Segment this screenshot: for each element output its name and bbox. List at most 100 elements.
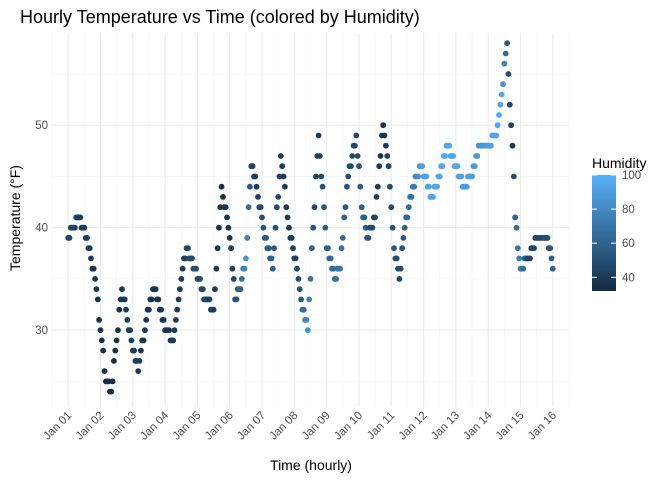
data-point [527,255,533,262]
x-tick-label: Jan 08 [268,410,301,443]
data-point [531,245,537,252]
data-point [238,276,245,282]
data-point [369,224,376,231]
data-point [344,183,350,190]
data-point [273,204,280,211]
data-point [148,296,155,303]
data-point [549,265,556,272]
data-point [226,235,233,241]
data-point [330,265,337,272]
data-point [408,194,415,200]
data-point [374,183,381,190]
data-point [268,255,275,262]
data-point [86,245,93,252]
data-point [362,224,369,231]
data-point [458,173,465,180]
data-point [405,204,412,211]
legend-tick-label: 100 [622,170,641,182]
data-point [171,327,178,334]
x-tick-label: Jan 11 [365,410,397,442]
data-point [308,245,315,252]
data-point [283,204,290,211]
data-point [81,224,88,231]
data-point [502,50,509,57]
data-point [275,194,282,200]
x-tick-label: Jan 10 [332,410,365,443]
data-point [325,245,331,252]
data-point [237,286,244,293]
data-point [178,276,185,282]
data-point [415,173,422,180]
data-point [373,194,380,200]
data-point [338,245,345,252]
data-point [263,235,269,241]
x-tick-label: Jan 13 [429,410,462,443]
data-point [100,347,107,354]
data-point [115,327,121,334]
data-point [216,224,222,231]
data-point [108,388,115,395]
data-point [292,255,299,262]
data-point [505,71,512,77]
data-point [354,153,361,159]
data-point [260,224,267,231]
data-point [372,214,378,221]
data-point [401,224,408,231]
data-point [333,276,339,282]
data-point [315,132,322,139]
data-point [339,235,346,241]
data-point [255,194,261,200]
data-point [357,183,364,190]
data-point [380,122,387,129]
data-point [222,204,229,211]
data-point [400,235,407,241]
x-tick-label: Jan 04 [138,409,171,442]
data-point [303,317,310,323]
data-point [317,153,323,159]
data-point [160,317,167,323]
data-point [241,265,248,272]
x-tick-label: Jan 16 [526,410,559,443]
data-point [280,173,287,180]
data-point [520,265,527,272]
data-point [193,265,200,272]
data-point [469,173,475,180]
x-tick-label: Jan 03 [106,410,139,443]
y-tick-label: 30 [35,325,48,337]
data-point [138,347,144,354]
data-point [399,245,405,252]
data-point [113,337,120,344]
data-point [439,163,446,170]
data-point [146,306,152,313]
data-point [500,81,506,88]
data-point [72,224,78,231]
data-point [419,163,426,170]
data-point [512,214,518,221]
data-point [271,245,277,252]
data-point [182,255,189,262]
data-point [244,235,251,241]
data-point [210,306,217,313]
data-point [214,245,221,252]
data-point [313,173,319,180]
data-point [77,214,84,221]
data-point [127,327,133,334]
data-point [170,337,177,344]
data-point [306,296,313,303]
data-point [135,368,142,374]
data-point [391,245,397,252]
y-tick-label: 40 [35,223,48,235]
data-point [282,183,288,190]
data-point [272,224,279,231]
data-point [352,142,358,149]
data-point [175,296,182,303]
data-point [361,214,368,221]
data-point [342,204,349,211]
data-point [310,224,317,231]
data-point [423,173,430,180]
data-point [353,132,360,139]
data-point [411,183,418,190]
data-point [388,204,395,211]
data-point [225,224,232,231]
legend-tick-label: 60 [622,238,635,250]
